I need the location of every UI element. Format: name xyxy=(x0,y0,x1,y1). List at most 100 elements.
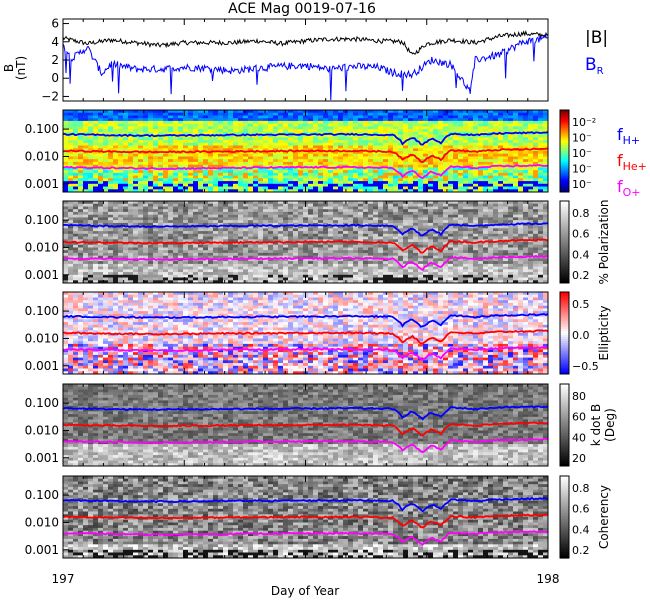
heatmap-cell xyxy=(223,231,229,235)
heatmap-cell xyxy=(373,201,379,204)
heatmap-cell xyxy=(208,137,214,141)
heatmap-cell xyxy=(533,159,539,163)
heatmap-cell xyxy=(153,225,159,229)
heatmap-cell xyxy=(98,206,104,210)
heatmap-cell xyxy=(358,140,364,144)
heatmap-cell xyxy=(478,156,484,160)
heatmap-cell xyxy=(188,183,194,187)
heatmap-cell xyxy=(398,153,404,157)
heatmap-cell xyxy=(138,142,144,146)
heatmap-cell xyxy=(403,164,409,168)
heatmap-cell xyxy=(108,178,114,182)
heatmap-cell xyxy=(308,126,314,130)
heatmap-cell xyxy=(338,134,344,138)
heatmap-cell xyxy=(288,123,294,127)
heatmap-cell xyxy=(373,269,379,273)
heatmap-cell xyxy=(83,263,89,267)
heatmap-cell xyxy=(148,164,154,168)
heatmap-cell xyxy=(243,167,249,171)
heatmap-cell xyxy=(98,274,104,278)
heatmap-cell xyxy=(78,220,84,224)
heatmap-cell xyxy=(373,161,379,165)
heatmap-cell xyxy=(523,137,529,141)
heatmap-cell xyxy=(318,112,324,116)
heatmap-cell xyxy=(258,189,264,193)
heatmap-cell xyxy=(358,252,364,256)
heatmap-cell xyxy=(308,244,314,248)
heatmap-cell xyxy=(458,170,464,174)
heatmap-cell xyxy=(453,112,459,116)
heatmap-cell xyxy=(198,250,204,254)
heatmap-cell xyxy=(338,274,344,278)
heatmap-cell xyxy=(208,255,214,259)
heatmap-cell xyxy=(408,126,414,130)
heatmap-cell xyxy=(188,140,194,144)
heatmap-cell xyxy=(373,164,379,168)
heatmap-cell xyxy=(163,189,169,193)
heatmap-cell xyxy=(278,277,284,281)
heatmap-cell xyxy=(178,186,184,190)
heatmap-cell xyxy=(298,148,304,152)
heatmap-cell xyxy=(233,239,239,243)
heatmap-cell xyxy=(108,145,114,149)
heatmap-cell xyxy=(298,112,304,116)
heatmap-cell xyxy=(363,231,369,235)
heatmap-cell xyxy=(193,164,199,168)
heatmap-cell xyxy=(313,225,319,229)
heatmap-cell xyxy=(198,203,204,207)
heatmap-cell xyxy=(363,126,369,130)
heatmap-cell xyxy=(368,228,374,232)
heatmap-cell xyxy=(283,142,289,146)
heatmap-cell xyxy=(88,252,94,256)
heatmap-cell xyxy=(488,137,494,141)
heatmap-cell xyxy=(118,236,124,240)
heatmap-cell xyxy=(498,134,504,138)
heatmap-cell xyxy=(158,263,164,267)
heatmap-cell xyxy=(293,263,299,267)
heatmap-cell xyxy=(153,161,159,165)
heatmap-cell xyxy=(158,145,164,149)
heatmap-cell xyxy=(278,161,284,165)
heatmap-cell xyxy=(268,266,274,270)
heatmap-cell xyxy=(78,156,84,160)
heatmap-cell xyxy=(103,115,109,119)
heatmap-cell xyxy=(113,145,119,149)
heatmap-cell xyxy=(288,126,294,130)
heatmap-cell xyxy=(288,156,294,160)
heatmap-cell xyxy=(203,261,209,265)
heatmap-cell xyxy=(428,120,434,124)
heatmap-cell xyxy=(263,263,269,267)
heatmap-cell xyxy=(303,134,309,138)
heatmap-cell xyxy=(183,231,189,235)
heatmap-cell xyxy=(188,156,194,160)
heatmap-cell xyxy=(333,129,339,133)
heatmap-cell xyxy=(248,225,254,229)
heatmap-cell xyxy=(243,131,249,135)
heatmap-cell xyxy=(243,236,249,240)
heatmap-cell xyxy=(303,222,309,226)
heatmap-cell xyxy=(388,115,394,119)
heatmap-cell xyxy=(293,137,299,141)
heatmap-cell xyxy=(278,120,284,124)
heatmap-cell xyxy=(163,161,169,165)
heatmap-cell xyxy=(383,140,389,144)
heatmap-cell xyxy=(173,255,179,259)
heatmap-cell xyxy=(283,206,289,210)
heatmap-cell xyxy=(458,137,464,141)
heatmap-cell xyxy=(268,261,274,265)
heatmap-cell xyxy=(188,159,194,163)
heatmap-cell xyxy=(203,269,209,273)
heatmap-cell xyxy=(333,269,339,273)
heatmap-cell xyxy=(248,242,254,245)
heatmap-cell xyxy=(343,156,349,160)
heatmap-cell xyxy=(88,115,94,119)
heatmap-cell xyxy=(168,175,174,179)
heatmap-cell xyxy=(363,175,369,179)
heatmap-cell xyxy=(298,164,304,168)
heatmap-cell xyxy=(403,137,409,141)
heatmap-cell xyxy=(128,217,134,221)
heatmap-cell xyxy=(333,189,339,193)
heatmap-cell xyxy=(118,129,124,133)
heatmap-cell xyxy=(123,258,129,262)
heatmap-cell xyxy=(228,161,234,165)
